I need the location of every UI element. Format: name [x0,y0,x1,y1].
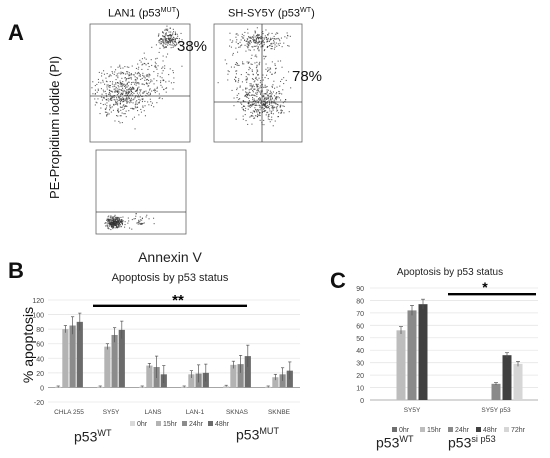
chart-b-category-label: SKNAS [226,409,249,416]
panel-b-mut-label: p53MUT [236,426,280,443]
chart-c-legend-swatch [448,427,453,432]
chart-b-bar [230,364,237,388]
chart-c-category-label: SY5Y [404,407,421,414]
chart-b-ytick-label: 60 [36,342,44,349]
chart-c-title: Apoptosis by p53 status [397,267,503,278]
chart-b-category-label: CHLA 255 [54,409,84,416]
chart-b-bar [118,329,125,388]
chart-b-ytick-label: 80 [36,327,44,334]
chart-b-ytick-label: 100 [32,313,44,320]
chart-b-ytick-label: 40 [36,356,44,363]
chart-c-ytick-label: 80 [356,298,364,305]
chart-b-legend-label: 15hr [163,421,178,428]
chart-b-ytick-label: -20 [34,400,44,407]
chart-b-title: Annexin V [138,249,202,265]
chart-b-ytick-label: 120 [32,298,44,305]
chart-c-significance-label: * [482,279,488,295]
chart-b-ytick-label: 0 [40,385,44,392]
chart-b-legend-swatch [208,421,213,426]
p53-status-bar-chart: Apoptosis by p53 status 0 10 20 30 40 50 60 70 80… [356,267,538,434]
chart-c-legend-swatch [392,427,397,432]
chart-c-bar [513,363,523,400]
chart-c-ytick-label: 0 [360,398,364,405]
flow-plot-1-percent: 38% [177,38,208,55]
flow-plot-2 [213,23,303,143]
chart-c-legend-label: 15hr [427,427,442,434]
chart-c-ytick-label: 60 [356,323,364,330]
chart-b-significance-label: ** [172,292,184,309]
chart-b-bar [272,377,279,388]
chart-c-ytick-label: 20 [356,373,364,380]
chart-c-bar [418,304,428,400]
flow-plot-1-title: LAN1 (p53MUT) [108,6,180,20]
panel-b-letter: B [8,258,24,283]
flow-plot-2-frame [213,23,303,143]
chart-c-legend-label: 0hr [399,427,410,434]
chart-b-category-label: LANS [145,409,163,416]
chart-c-legend-swatch [476,427,481,432]
chart-b-legend-swatch [130,421,135,426]
panel-b-wt-label: p53WT [74,428,112,445]
chart-c-legend-swatch [420,427,425,432]
chart-b-subtitle: Apoptosis by p53 status [112,272,229,284]
chart-b-bar [62,329,69,388]
chart-c-bar [407,310,417,400]
chart-b-bar [146,365,153,388]
chart-b-bar [76,321,83,388]
chart-b-legend-label: 48hr [215,421,230,428]
annexin-bar-chart: Annexin V Apoptosis by p53 status -20 0 20 40… [32,249,300,428]
chart-c-ytick-label: 70 [356,311,364,318]
panel-c-wt-label: p53WT [376,434,414,451]
chart-b-ytick-label: 20 [36,371,44,378]
chart-b-bar [244,356,251,388]
chart-c-bar [502,355,512,400]
chart-c-ytick-label: 40 [356,348,364,355]
chart-c-category-label: SY5Y p53 [481,407,511,414]
chart-c-ytick-label: 30 [356,361,364,368]
chart-b-legend-swatch [182,421,187,426]
chart-b-category-label: LAN-1 [186,409,205,416]
flow-plot-3 [95,149,187,235]
chart-c-bar [491,383,501,400]
chart-b-legend-label: 24hr [189,421,204,428]
panel-c-si-label: p53si p53 [448,434,496,451]
chart-b-bar [223,385,230,388]
chart-b-legend-label: 0hr [137,421,148,428]
chart-c-legend-swatch [504,427,509,432]
flow-cytometry-plots [89,23,303,235]
chart-c-legend-label: 72hr [511,427,526,434]
chart-c-legend-label: 24hr [455,427,470,434]
flow-plot-2-title: SH-SY5Y (p53WT) [228,6,315,20]
chart-b-bar [188,374,195,388]
chart-b-bar [111,334,118,388]
flow-plot-1 [89,23,191,143]
panel-a-letter: A [8,20,24,45]
chart-c-ytick-label: 90 [356,286,364,293]
chart-b-category-label: SKNBE [268,409,291,416]
chart-c-ytick-label: 10 [356,386,364,393]
flow-plot-2-percent: 78% [292,68,323,85]
chart-b-bar [69,325,76,388]
chart-c-ytick-label: 50 [356,336,364,343]
chart-c-legend-label: 48hr [483,427,498,434]
chart-b-bar [104,346,111,388]
chart-b-category-label: SY5Y [103,409,120,416]
chart-b-bar [237,364,244,388]
chart-c-bar [396,330,406,400]
chart-b-legend-swatch [156,421,161,426]
panel-c-letter: C [330,268,346,293]
